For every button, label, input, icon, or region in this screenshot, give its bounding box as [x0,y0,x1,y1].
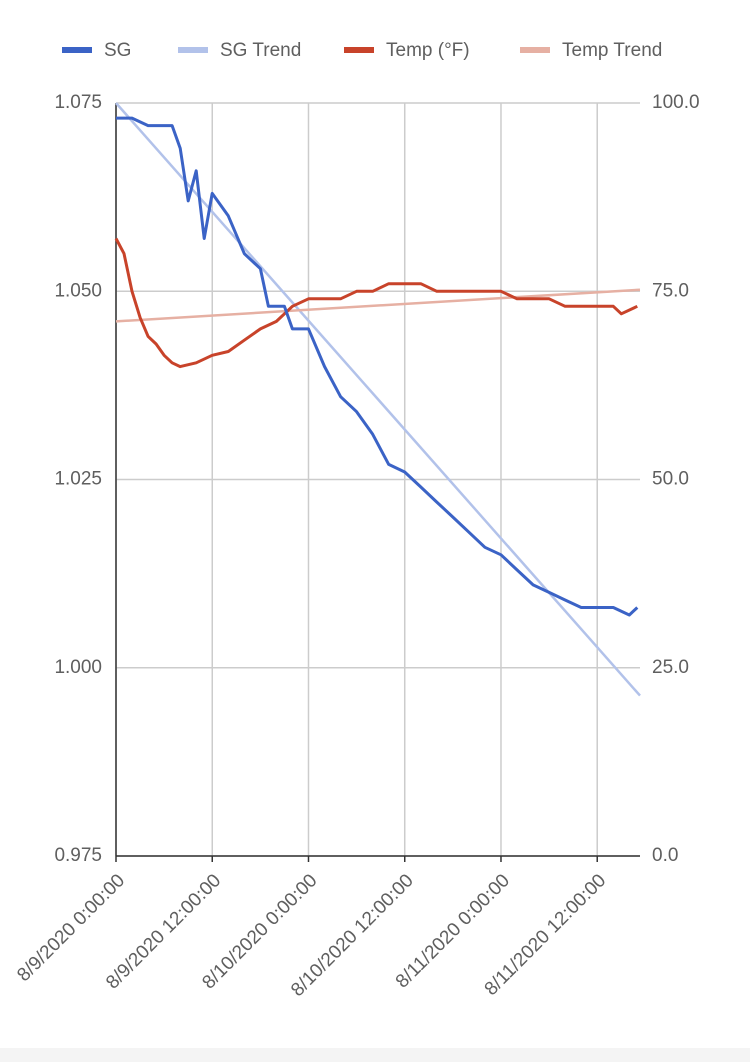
y-tick-label: 1.000 [54,657,102,678]
legend-label: Temp (°F) [386,40,470,61]
y2-tick-label: 75.0 [652,280,689,301]
series-line [116,116,639,617]
series-line [115,102,641,697]
y2-tick-label: 25.0 [652,657,689,678]
y2-tick-label: 0.0 [652,845,678,866]
y2-tick-label: 100.0 [652,92,700,113]
series-line [115,288,641,323]
legend-label: SG Trend [220,40,301,61]
y-tick-label: 1.050 [54,280,102,301]
y-tick-label: 1.075 [54,92,102,113]
y-tick-label: 1.025 [54,469,102,490]
series-line [114,237,638,369]
y-tick-label: 0.975 [54,845,102,866]
bottom-bar [0,1048,750,1062]
legend-label: SG [104,40,131,61]
legend-label: Temp Trend [562,40,662,61]
y2-tick-label: 50.0 [652,469,689,490]
